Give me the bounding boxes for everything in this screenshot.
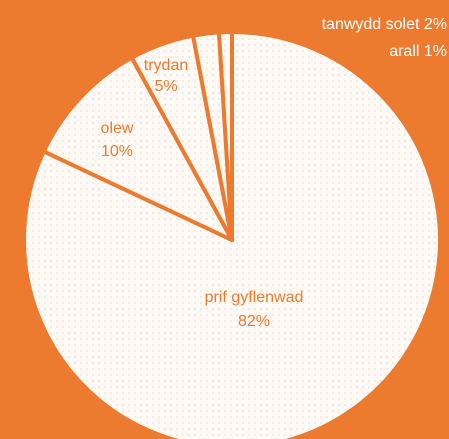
slice-value-arall: 1% — [424, 43, 447, 60]
slice-label-trydan: trydan — [144, 57, 188, 74]
slice-value-trydan: 5% — [154, 78, 177, 95]
slice-label-arall: arall 1% — [389, 43, 447, 60]
slice-label-olew: olew — [101, 120, 134, 137]
slice-label-prif-gyflenwad: prif gyflenwad — [205, 289, 304, 306]
slice-value-tanwydd-solet: 2% — [424, 16, 447, 33]
slice-value-prif-gyflenwad: 82% — [238, 313, 270, 330]
pie-slices — [24, 32, 440, 439]
slice-label-tanwydd-solet: tanwydd solet 2% — [322, 16, 447, 33]
slice-value-olew: 10% — [101, 143, 133, 160]
slice-name-tanwydd-solet: tanwydd solet — [322, 16, 424, 33]
slice-name-arall: arall — [389, 43, 424, 60]
